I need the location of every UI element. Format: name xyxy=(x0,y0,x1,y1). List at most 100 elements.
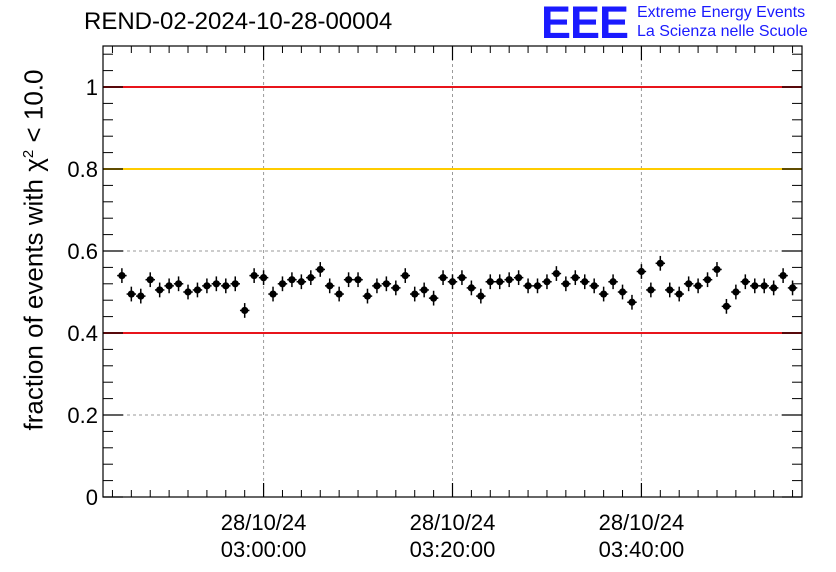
point-marker xyxy=(533,282,542,290)
point-marker xyxy=(269,290,277,298)
point-marker xyxy=(722,302,731,310)
point-marker xyxy=(392,284,400,292)
data-point xyxy=(504,272,514,288)
logo-line-1: Extreme Energy Events xyxy=(637,4,806,21)
point-marker xyxy=(439,274,447,282)
data-point xyxy=(523,278,533,294)
point-marker xyxy=(637,267,646,276)
point-marker xyxy=(647,286,655,294)
point-marker xyxy=(552,269,561,278)
data-point xyxy=(759,278,769,294)
data-point xyxy=(551,266,562,281)
data-point xyxy=(324,278,335,294)
data-point xyxy=(315,262,325,277)
data-point xyxy=(570,270,581,286)
point-marker xyxy=(373,282,381,290)
data-points xyxy=(117,255,798,318)
point-marker xyxy=(354,276,362,284)
point-marker xyxy=(770,284,778,292)
reference-lines xyxy=(103,86,802,334)
data-point xyxy=(674,286,684,302)
point-marker xyxy=(222,282,230,290)
data-point xyxy=(211,276,222,292)
y-tick-label: 0.2 xyxy=(67,403,98,428)
point-marker xyxy=(656,259,664,267)
point-marker xyxy=(184,288,192,296)
point-marker xyxy=(316,265,324,274)
point-marker xyxy=(307,274,315,282)
point-marker xyxy=(203,282,211,290)
data-point xyxy=(400,268,410,283)
data-point xyxy=(249,268,259,283)
x-tick-time: 03:40:00 xyxy=(599,537,685,562)
point-marker xyxy=(382,280,390,288)
point-marker xyxy=(562,280,570,288)
point-marker xyxy=(741,278,749,286)
grid-lines xyxy=(103,46,802,497)
data-point xyxy=(154,282,165,298)
data-point xyxy=(362,288,373,304)
point-marker xyxy=(259,274,268,282)
data-point xyxy=(183,284,193,300)
data-point xyxy=(287,272,297,288)
point-marker xyxy=(628,298,636,306)
point-marker xyxy=(401,272,409,280)
point-marker xyxy=(411,290,419,298)
data-point xyxy=(381,276,392,292)
point-marker xyxy=(193,286,202,294)
point-marker xyxy=(241,306,249,315)
point-marker xyxy=(760,282,768,290)
data-point xyxy=(778,268,788,283)
point-marker xyxy=(344,276,353,284)
data-point xyxy=(485,274,496,290)
data-point xyxy=(627,294,637,310)
data-point xyxy=(277,276,288,292)
point-marker xyxy=(703,276,712,284)
point-marker xyxy=(505,276,513,284)
point-marker xyxy=(420,286,428,294)
logo-line-2: La Scienza nelle Scuole xyxy=(637,23,808,40)
data-point xyxy=(598,286,609,302)
point-marker xyxy=(430,294,438,302)
point-marker xyxy=(571,274,579,282)
data-point xyxy=(372,278,382,294)
data-point xyxy=(428,290,439,306)
chart-title: REND-02-2024-10-28-00004 xyxy=(84,8,393,35)
point-marker xyxy=(618,288,627,296)
x-tick-date: 28/10/24 xyxy=(599,510,685,535)
data-point xyxy=(136,288,146,304)
y-tick-label: 0.4 xyxy=(67,321,98,346)
data-point xyxy=(173,276,184,292)
point-marker xyxy=(335,290,343,298)
point-marker xyxy=(543,278,551,286)
point-marker xyxy=(458,274,466,282)
data-point xyxy=(655,255,666,271)
data-point xyxy=(419,282,429,298)
point-marker xyxy=(713,265,721,274)
data-point xyxy=(608,274,618,290)
point-marker xyxy=(609,278,617,286)
y-axis-label-suffix: < 10.0 xyxy=(18,69,49,150)
point-marker xyxy=(118,272,126,280)
data-point xyxy=(740,274,751,290)
y-tick-label: 0.6 xyxy=(67,239,98,264)
data-point xyxy=(513,270,524,286)
data-point xyxy=(721,298,732,314)
data-point xyxy=(665,282,675,298)
point-marker xyxy=(467,284,475,292)
data-point xyxy=(334,286,344,302)
x-axis: 28/10/2403:00:0028/10/2403:20:0028/10/24… xyxy=(111,46,794,562)
point-marker xyxy=(600,290,608,298)
data-point xyxy=(268,286,278,302)
data-point xyxy=(221,278,231,294)
point-marker xyxy=(590,282,598,290)
data-point xyxy=(702,272,713,288)
x-tick-date: 28/10/24 xyxy=(221,510,307,535)
data-point xyxy=(768,280,779,296)
data-point xyxy=(476,288,486,304)
data-point xyxy=(126,286,137,302)
point-marker xyxy=(156,286,164,294)
data-point xyxy=(391,280,401,296)
point-marker xyxy=(515,274,523,282)
